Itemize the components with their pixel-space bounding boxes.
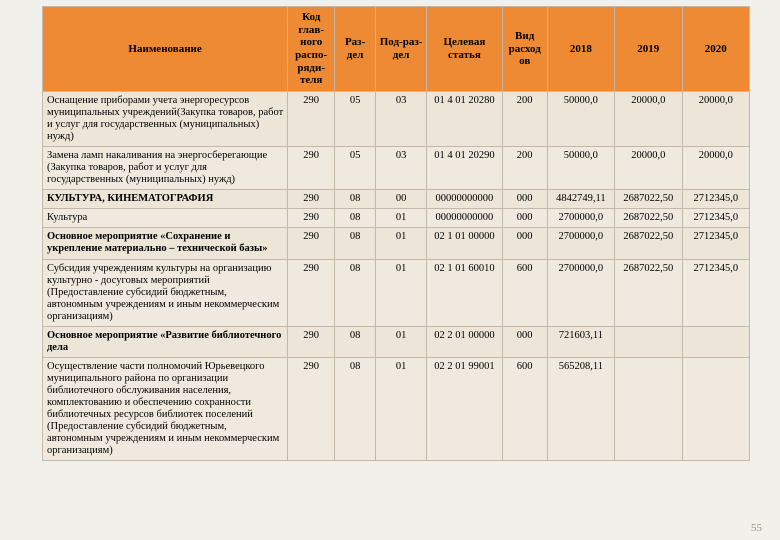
cell-raz: 05 xyxy=(335,147,376,190)
cell-y19 xyxy=(615,357,682,461)
h-cel: Целевая статья xyxy=(427,7,503,92)
cell-kod: 290 xyxy=(288,357,335,461)
cell-kod: 290 xyxy=(288,228,335,259)
cell-pod: 00 xyxy=(376,190,427,209)
cell-kod: 290 xyxy=(288,190,335,209)
cell-pod: 01 xyxy=(376,228,427,259)
h-razdel: Раз-дел xyxy=(335,7,376,92)
cell-cel: 00000000000 xyxy=(427,209,503,228)
h-pod: Под-раз-дел xyxy=(376,7,427,92)
cell-y18: 2700000,0 xyxy=(547,228,614,259)
cell-cel: 02 2 01 99001 xyxy=(427,357,503,461)
cell-y19: 2687022,50 xyxy=(615,228,682,259)
cell-name: Оснащение приборами учета энергоресурсов… xyxy=(43,91,288,146)
cell-name: Осуществление части полномочий Юрьевецко… xyxy=(43,357,288,461)
cell-name: КУЛЬТУРА, КИНЕМАТОГРАФИЯ xyxy=(43,190,288,209)
cell-vid: 000 xyxy=(502,190,547,209)
cell-kod: 290 xyxy=(288,326,335,357)
cell-raz: 08 xyxy=(335,259,376,326)
cell-y20 xyxy=(682,326,750,357)
cell-y20: 2712345,0 xyxy=(682,228,750,259)
cell-pod: 01 xyxy=(376,326,427,357)
cell-cel: 02 1 01 00000 xyxy=(427,228,503,259)
budget-table: Наименование Код глав-ного распо-ряди-те… xyxy=(42,6,750,461)
cell-y20: 2712345,0 xyxy=(682,209,750,228)
cell-y18: 565208,11 xyxy=(547,357,614,461)
cell-y18: 50000,0 xyxy=(547,147,614,190)
cell-pod: 01 xyxy=(376,259,427,326)
cell-vid: 000 xyxy=(502,209,547,228)
cell-vid: 200 xyxy=(502,147,547,190)
cell-raz: 08 xyxy=(335,357,376,461)
cell-y19: 2687022,50 xyxy=(615,190,682,209)
cell-raz: 08 xyxy=(335,228,376,259)
cell-vid: 000 xyxy=(502,228,547,259)
cell-raz: 08 xyxy=(335,326,376,357)
cell-y20 xyxy=(682,357,750,461)
cell-y19: 20000,0 xyxy=(615,91,682,146)
cell-pod: 01 xyxy=(376,209,427,228)
h-name: Наименование xyxy=(43,7,288,92)
cell-kod: 290 xyxy=(288,91,335,146)
cell-cel: 00000000000 xyxy=(427,190,503,209)
cell-y18: 2700000,0 xyxy=(547,259,614,326)
cell-vid: 200 xyxy=(502,91,547,146)
cell-y19: 2687022,50 xyxy=(615,259,682,326)
page-number: 55 xyxy=(751,522,762,534)
cell-name: Субсидия учреждениям культуры на организ… xyxy=(43,259,288,326)
cell-y20: 2712345,0 xyxy=(682,190,750,209)
h-2018: 2018 xyxy=(547,7,614,92)
cell-y18: 721603,11 xyxy=(547,326,614,357)
cell-pod: 03 xyxy=(376,91,427,146)
cell-name: Основное мероприятие «Развитие библиотеч… xyxy=(43,326,288,357)
cell-y18: 2700000,0 xyxy=(547,209,614,228)
cell-cel: 02 1 01 60010 xyxy=(427,259,503,326)
h-kod: Код глав-ного распо-ряди-теля xyxy=(288,7,335,92)
cell-name: Культура xyxy=(43,209,288,228)
cell-y19: 2687022,50 xyxy=(615,209,682,228)
cell-y20: 20000,0 xyxy=(682,147,750,190)
cell-y19 xyxy=(615,326,682,357)
cell-raz: 05 xyxy=(335,91,376,146)
cell-kod: 290 xyxy=(288,147,335,190)
cell-raz: 08 xyxy=(335,209,376,228)
cell-vid: 600 xyxy=(502,259,547,326)
h-vid: Вид расход ов xyxy=(502,7,547,92)
cell-vid: 000 xyxy=(502,326,547,357)
cell-y18: 50000,0 xyxy=(547,91,614,146)
h-2020: 2020 xyxy=(682,7,750,92)
cell-y20: 20000,0 xyxy=(682,91,750,146)
cell-cel: 01 4 01 20290 xyxy=(427,147,503,190)
cell-pod: 03 xyxy=(376,147,427,190)
cell-name: Замена ламп накаливания на энергосберега… xyxy=(43,147,288,190)
cell-y18: 4842749,11 xyxy=(547,190,614,209)
cell-y20: 2712345,0 xyxy=(682,259,750,326)
cell-name: Основное мероприятие «Сохранение и укреп… xyxy=(43,228,288,259)
cell-vid: 600 xyxy=(502,357,547,461)
cell-raz: 08 xyxy=(335,190,376,209)
h-2019: 2019 xyxy=(615,7,682,92)
cell-cel: 02 2 01 00000 xyxy=(427,326,503,357)
cell-kod: 290 xyxy=(288,259,335,326)
cell-cel: 01 4 01 20280 xyxy=(427,91,503,146)
cell-kod: 290 xyxy=(288,209,335,228)
cell-y19: 20000,0 xyxy=(615,147,682,190)
cell-pod: 01 xyxy=(376,357,427,461)
